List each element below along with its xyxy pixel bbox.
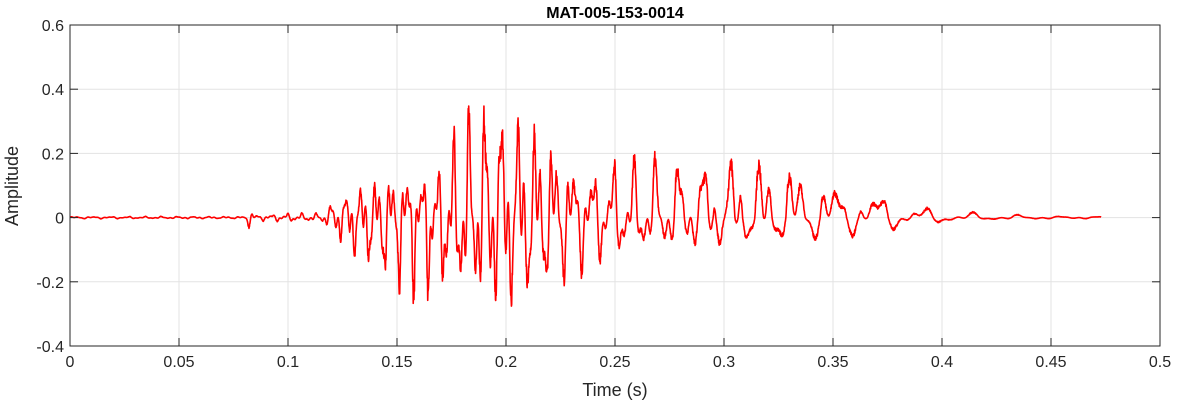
x-tick-label: 0.15	[381, 354, 412, 371]
chart-title: MAT-005-153-0014	[546, 5, 684, 22]
x-tick-label: 0.3	[713, 354, 735, 371]
x-tick-label: 0.2	[495, 354, 517, 371]
x-tick-label: 0.1	[277, 354, 299, 371]
y-tick-label: 0.4	[42, 82, 64, 99]
x-tick-label: 0.05	[163, 354, 194, 371]
y-tick-label: -0.2	[36, 275, 64, 292]
waveform-series-line	[69, 105, 1102, 307]
y-tick-label: 0	[55, 211, 64, 228]
ticks: 0 0.05 0.1 0.15 0.2 0.25 0.3 0.35 0.4 0.45 0.5 -0.4…	[36, 18, 1171, 371]
y-tick-label: -0.4	[36, 339, 64, 356]
signal-layer	[69, 105, 1102, 307]
x-tick-label: 0.5	[1149, 354, 1171, 371]
x-tick-label: 0.35	[817, 354, 848, 371]
x-tick-label: 0.4	[931, 354, 953, 371]
x-tick-label: 0.45	[1035, 354, 1066, 371]
y-tick-label: 0.2	[42, 146, 64, 163]
y-tick-label: 0.6	[42, 18, 64, 35]
x-tick-label: 0	[66, 354, 75, 371]
x-tick-label: 0.25	[599, 354, 630, 371]
x-axis-label: Time (s)	[582, 380, 647, 400]
y-axis-label: Amplitude	[2, 146, 22, 226]
